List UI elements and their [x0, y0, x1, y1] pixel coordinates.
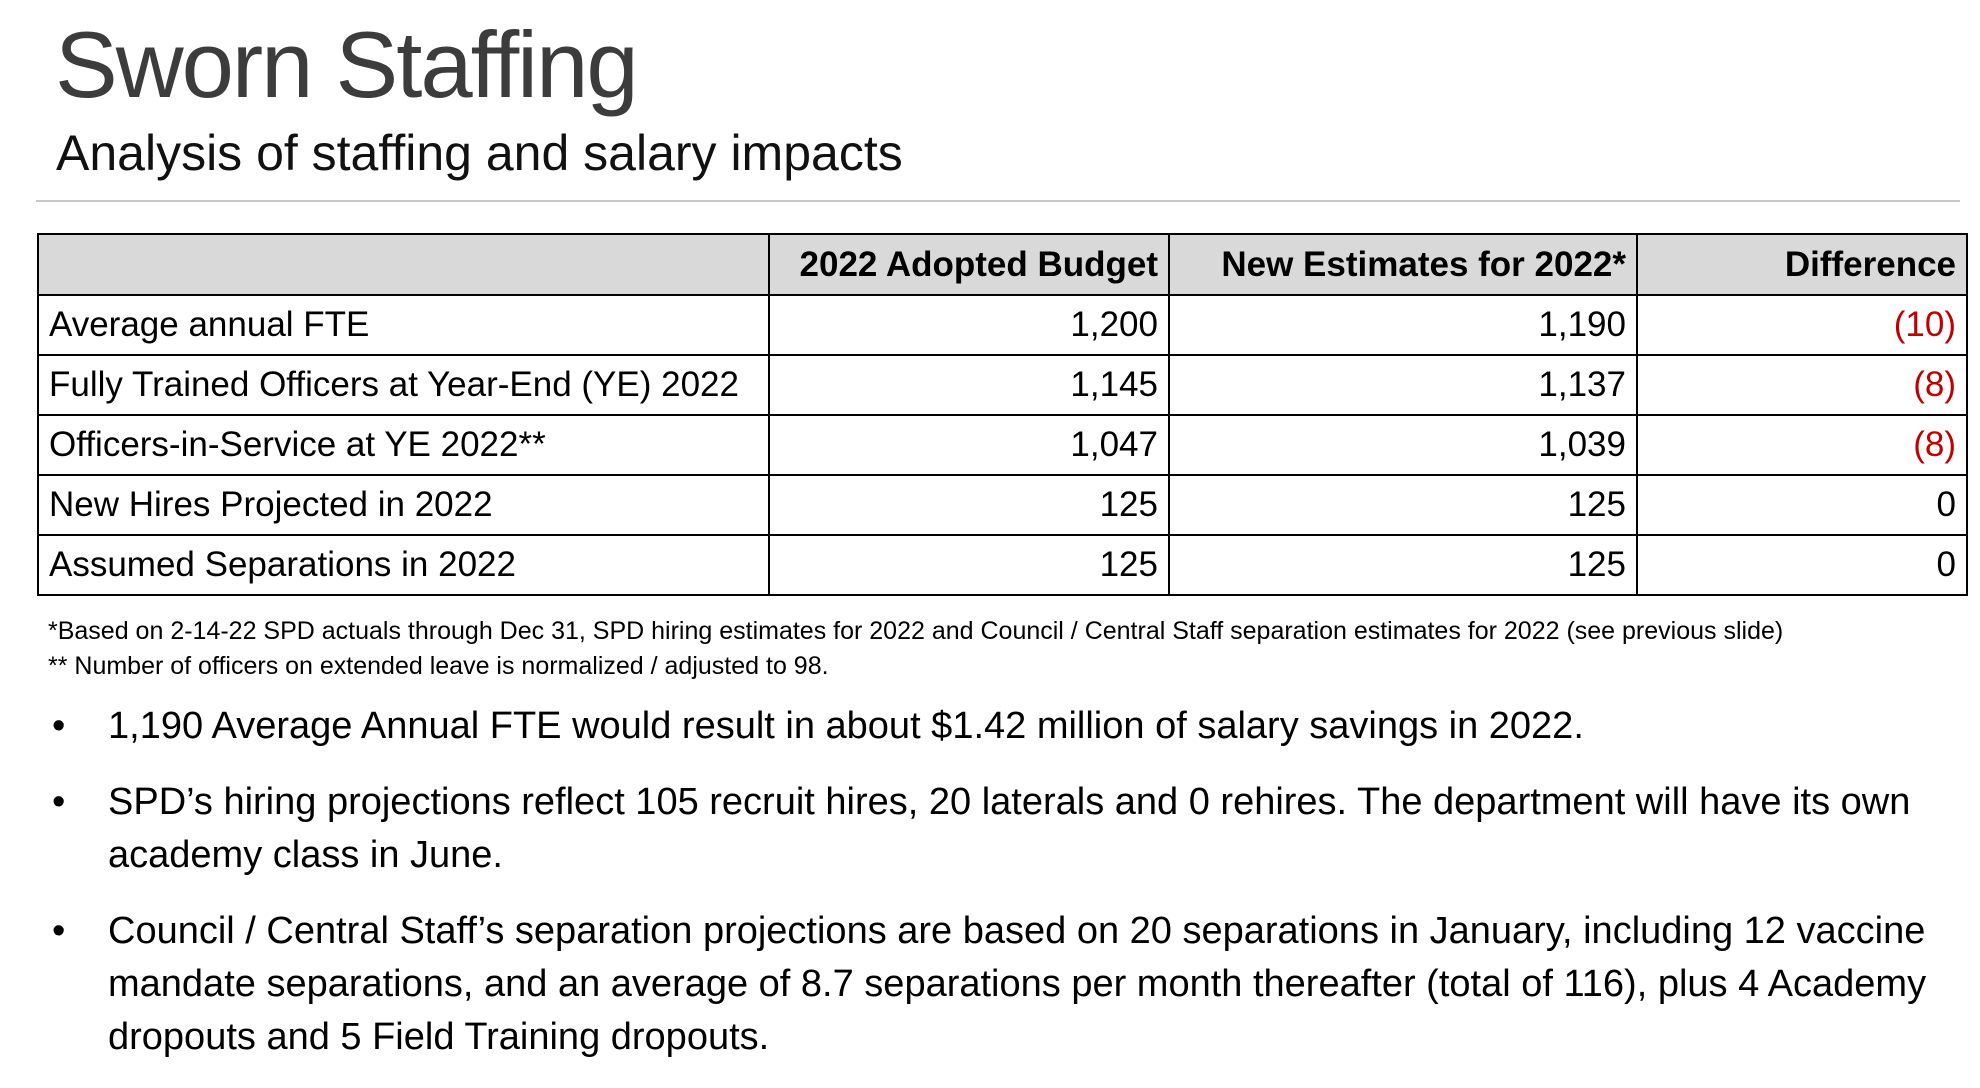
header-new-estimates: New Estimates for 2022* [1168, 233, 1638, 296]
header-difference: Difference [1636, 233, 1968, 296]
bullet-dot-icon: • [52, 781, 66, 823]
table-row: Officers-in-Service at YE 2022** 1,047 1… [37, 414, 1968, 476]
bullet-dot-icon: • [52, 705, 66, 747]
difference-value: (8) [1636, 354, 1968, 416]
row-label: Fully Trained Officers at Year-End (YE) … [37, 354, 770, 416]
adopted-value: 125 [768, 534, 1170, 596]
bullet-text: Council / Central Staff’s separation pro… [108, 910, 1927, 1058]
row-label: Average annual FTE [37, 294, 770, 356]
bullet-dot-icon: • [52, 910, 66, 952]
estimate-value: 125 [1168, 534, 1638, 596]
estimate-value: 125 [1168, 474, 1638, 536]
table-row: Assumed Separations in 2022 125 125 0 [37, 534, 1968, 596]
bullet-separation-projections: • Council / Central Staff’s separation p… [48, 905, 1958, 1064]
table-row: New Hires Projected in 2022 125 125 0 [37, 474, 1968, 536]
bullet-text: SPD’s hiring projections reflect 105 rec… [108, 781, 1911, 876]
adopted-value: 1,047 [768, 414, 1170, 476]
slide-title: Sworn Staffing [55, 12, 639, 117]
difference-value: 0 [1636, 534, 1968, 596]
difference-value: (8) [1636, 414, 1968, 476]
adopted-value: 125 [768, 474, 1170, 536]
staffing-table: 2022 Adopted Budget New Estimates for 20… [37, 233, 1968, 596]
estimate-value: 1,190 [1168, 294, 1638, 356]
difference-value: (10) [1636, 294, 1968, 356]
row-label: Assumed Separations in 2022 [37, 534, 770, 596]
footnote-double-asterisk: ** Number of officers on extended leave … [48, 652, 829, 680]
footnotes: *Based on 2-14-22 SPD actuals through De… [48, 614, 1783, 684]
footnote-asterisk: *Based on 2-14-22 SPD actuals through De… [48, 617, 1784, 645]
header-adopted-budget: 2022 Adopted Budget [768, 233, 1170, 296]
row-label: New Hires Projected in 2022 [37, 474, 770, 536]
slide-subtitle: Analysis of staffing and salary impacts [56, 125, 903, 181]
adopted-value: 1,200 [768, 294, 1170, 356]
difference-value: 0 [1636, 474, 1968, 536]
bullet-hiring-projections: • SPD’s hiring projections reflect 105 r… [48, 776, 1958, 882]
bullet-list: • 1,190 Average Annual FTE would result … [48, 700, 1958, 1087]
table-row: Average annual FTE 1,200 1,190 (10) [37, 294, 1968, 356]
estimate-value: 1,039 [1168, 414, 1638, 476]
table-header-row: 2022 Adopted Budget New Estimates for 20… [37, 233, 1968, 296]
header-blank [37, 233, 770, 296]
adopted-value: 1,145 [768, 354, 1170, 416]
estimate-value: 1,137 [1168, 354, 1638, 416]
title-divider [36, 200, 1960, 202]
bullet-text: 1,190 Average Annual FTE would result in… [108, 705, 1584, 747]
row-label: Officers-in-Service at YE 2022** [37, 414, 770, 476]
bullet-salary-savings: • 1,190 Average Annual FTE would result … [48, 700, 1958, 753]
table-row: Fully Trained Officers at Year-End (YE) … [37, 354, 1968, 416]
